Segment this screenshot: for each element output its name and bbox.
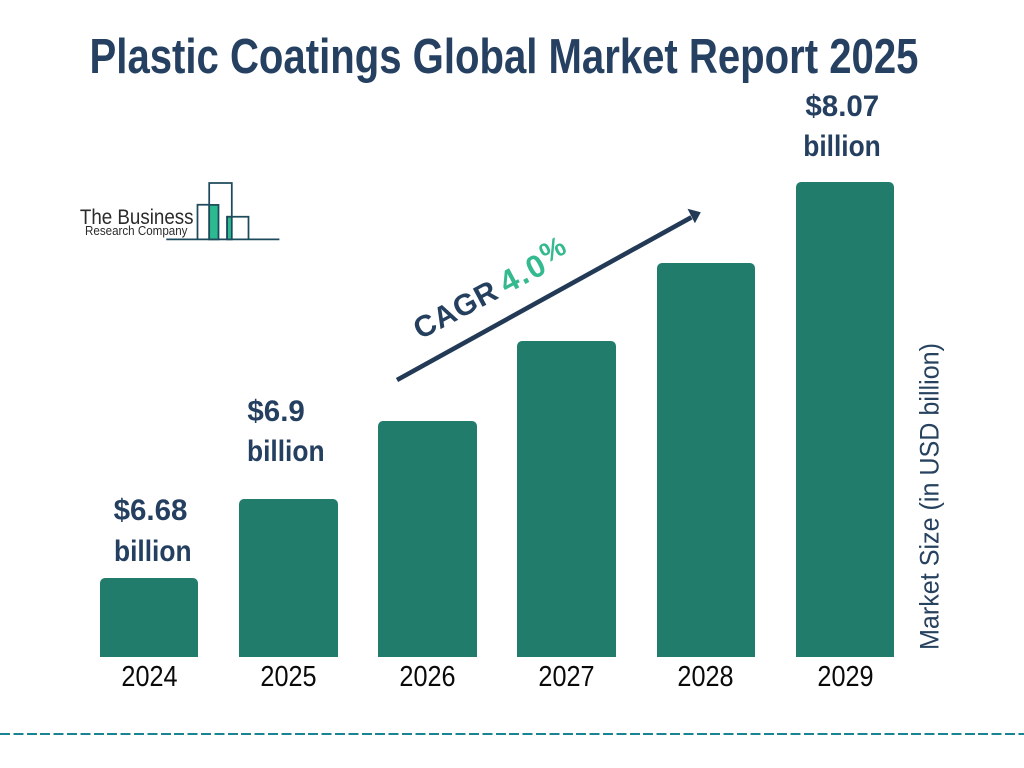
svg-text:Research Company: Research Company [85, 223, 188, 238]
svg-text:The Business: The Business [80, 206, 194, 229]
